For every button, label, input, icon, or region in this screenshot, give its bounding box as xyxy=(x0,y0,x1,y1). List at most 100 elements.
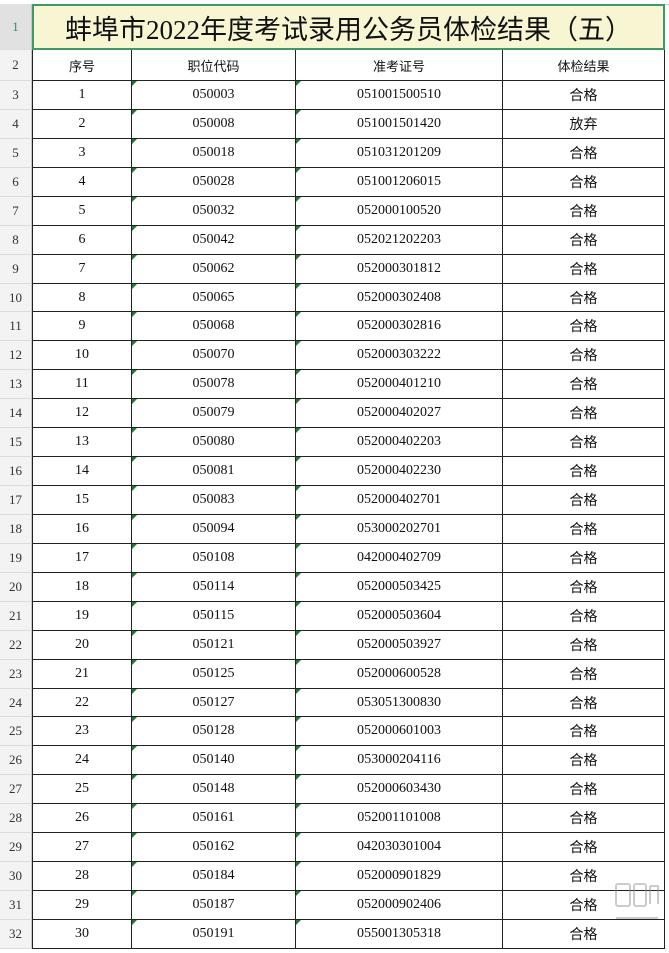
cell-result[interactable]: 合格 xyxy=(503,862,665,891)
column-header-exam-id[interactable]: 准考证号 xyxy=(296,50,503,81)
cell-position-code[interactable]: 050162 xyxy=(132,833,296,862)
row-header-22[interactable]: 22 xyxy=(0,631,32,660)
cell-exam-id[interactable]: 052000301812 xyxy=(296,255,503,284)
cell-serial[interactable]: 7 xyxy=(32,255,132,284)
cell-serial[interactable]: 13 xyxy=(32,428,132,457)
cell-position-code[interactable]: 050115 xyxy=(132,602,296,631)
cell-position-code[interactable]: 050080 xyxy=(132,428,296,457)
cell-position-code[interactable]: 050187 xyxy=(132,891,296,920)
cell-exam-id[interactable]: 052000601003 xyxy=(296,717,503,746)
cell-exam-id[interactable]: 052000503927 xyxy=(296,631,503,660)
column-header-result[interactable]: 体检结果 xyxy=(503,50,665,81)
cell-position-code[interactable]: 050008 xyxy=(132,110,296,139)
cell-result[interactable]: 合格 xyxy=(503,284,665,312)
row-header-31[interactable]: 31 xyxy=(0,891,32,920)
cell-exam-id[interactable]: 052000603430 xyxy=(296,775,503,804)
cell-serial[interactable]: 20 xyxy=(32,631,132,660)
cell-exam-id[interactable]: 052000100520 xyxy=(296,197,503,226)
cell-serial[interactable]: 12 xyxy=(32,399,132,428)
cell-position-code[interactable]: 050191 xyxy=(132,920,296,949)
row-header-4[interactable]: 4 xyxy=(0,110,32,139)
cell-position-code[interactable]: 050121 xyxy=(132,631,296,660)
cell-serial[interactable]: 25 xyxy=(32,775,132,804)
row-header-7[interactable]: 7 xyxy=(0,197,32,226)
cell-exam-id[interactable]: 053000202701 xyxy=(296,515,503,544)
cell-position-code[interactable]: 050184 xyxy=(132,862,296,891)
column-header-serial[interactable]: 序号 xyxy=(32,50,132,81)
cell-result[interactable]: 合格 xyxy=(503,920,665,949)
cell-result[interactable]: 合格 xyxy=(503,717,665,746)
cell-exam-id[interactable]: 052000302408 xyxy=(296,284,503,312)
cell-result[interactable]: 合格 xyxy=(503,255,665,284)
cell-serial[interactable]: 9 xyxy=(32,312,132,341)
cell-result[interactable]: 合格 xyxy=(503,544,665,573)
cell-result[interactable]: 合格 xyxy=(503,341,665,370)
cell-result[interactable]: 合格 xyxy=(503,515,665,544)
cell-exam-id[interactable]: 052000401210 xyxy=(296,370,503,399)
cell-position-code[interactable]: 050081 xyxy=(132,457,296,486)
cell-exam-id[interactable]: 053051300830 xyxy=(296,689,503,717)
cell-exam-id[interactable]: 055001305318 xyxy=(296,920,503,949)
row-header-8[interactable]: 8 xyxy=(0,226,32,255)
row-header-23[interactable]: 23 xyxy=(0,660,32,689)
cell-serial[interactable]: 24 xyxy=(32,746,132,775)
cell-serial[interactable]: 11 xyxy=(32,370,132,399)
cell-position-code[interactable]: 050028 xyxy=(132,168,296,197)
cell-position-code[interactable]: 050003 xyxy=(132,81,296,110)
cell-exam-id[interactable]: 052000503425 xyxy=(296,573,503,602)
row-header-14[interactable]: 14 xyxy=(0,399,32,428)
cell-serial[interactable]: 19 xyxy=(32,602,132,631)
row-header-1[interactable]: 1 xyxy=(0,4,32,50)
cell-exam-id[interactable]: 051001206015 xyxy=(296,168,503,197)
cell-serial[interactable]: 15 xyxy=(32,486,132,515)
cell-serial[interactable]: 14 xyxy=(32,457,132,486)
cell-position-code[interactable]: 050065 xyxy=(132,284,296,312)
cell-position-code[interactable]: 050032 xyxy=(132,197,296,226)
cell-exam-id[interactable]: 052000901829 xyxy=(296,862,503,891)
cell-result[interactable]: 合格 xyxy=(503,486,665,515)
cell-result[interactable]: 合格 xyxy=(503,660,665,689)
cell-result[interactable]: 合格 xyxy=(503,197,665,226)
cell-position-code[interactable]: 050125 xyxy=(132,660,296,689)
cell-result[interactable]: 合格 xyxy=(503,168,665,197)
cell-exam-id[interactable]: 051031201209 xyxy=(296,139,503,168)
cell-position-code[interactable]: 050148 xyxy=(132,775,296,804)
cell-serial[interactable]: 6 xyxy=(32,226,132,255)
cell-exam-id[interactable]: 052000302816 xyxy=(296,312,503,341)
row-header-13[interactable]: 13 xyxy=(0,370,32,399)
row-header-27[interactable]: 27 xyxy=(0,775,32,804)
row-header-29[interactable]: 29 xyxy=(0,833,32,862)
cell-result[interactable]: 合格 xyxy=(503,139,665,168)
row-header-18[interactable]: 18 xyxy=(0,515,32,544)
cell-exam-id[interactable]: 052000402027 xyxy=(296,399,503,428)
cell-position-code[interactable]: 050042 xyxy=(132,226,296,255)
cell-serial[interactable]: 30 xyxy=(32,920,132,949)
cell-serial[interactable]: 27 xyxy=(32,833,132,862)
row-header-9[interactable]: 9 xyxy=(0,255,32,284)
cell-exam-id[interactable]: 052000503604 xyxy=(296,602,503,631)
cell-position-code[interactable]: 050140 xyxy=(132,746,296,775)
cell-position-code[interactable]: 050018 xyxy=(132,139,296,168)
cell-serial[interactable]: 23 xyxy=(32,717,132,746)
cell-result[interactable]: 合格 xyxy=(503,689,665,717)
cell-serial[interactable]: 29 xyxy=(32,891,132,920)
cell-result[interactable]: 合格 xyxy=(503,833,665,862)
cell-serial[interactable]: 18 xyxy=(32,573,132,602)
cell-result[interactable]: 合格 xyxy=(503,775,665,804)
cell-serial[interactable]: 5 xyxy=(32,197,132,226)
cell-position-code[interactable]: 050128 xyxy=(132,717,296,746)
row-header-19[interactable]: 19 xyxy=(0,544,32,573)
row-header-28[interactable]: 28 xyxy=(0,804,32,833)
cell-result[interactable]: 合格 xyxy=(503,226,665,255)
cell-position-code[interactable]: 050094 xyxy=(132,515,296,544)
row-header-16[interactable]: 16 xyxy=(0,457,32,486)
cell-serial[interactable]: 2 xyxy=(32,110,132,139)
cell-exam-id[interactable]: 052000600528 xyxy=(296,660,503,689)
row-header-25[interactable]: 25 xyxy=(0,717,32,746)
cell-exam-id[interactable]: 052000303222 xyxy=(296,341,503,370)
cell-exam-id[interactable]: 042000402709 xyxy=(296,544,503,573)
cell-position-code[interactable]: 050068 xyxy=(132,312,296,341)
cell-result[interactable]: 合格 xyxy=(503,81,665,110)
cell-serial[interactable]: 8 xyxy=(32,284,132,312)
cell-position-code[interactable]: 050127 xyxy=(132,689,296,717)
